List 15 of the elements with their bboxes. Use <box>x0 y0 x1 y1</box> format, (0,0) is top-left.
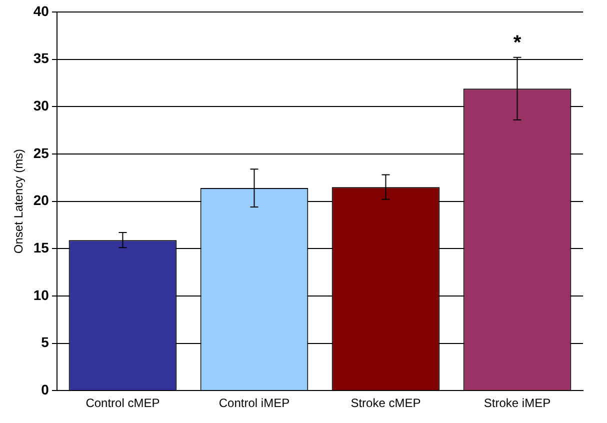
x-tick-label: Stroke cMEP <box>350 396 421 410</box>
y-tick-label: 35 <box>33 50 50 66</box>
y-tick-label: 25 <box>33 144 50 161</box>
y-tick-label: 5 <box>41 334 50 350</box>
y-tick-label: 40 <box>33 2 50 19</box>
y-axis-title: Onset Latency (ms) <box>12 148 26 254</box>
y-tick-label: 0 <box>41 381 50 398</box>
y-tick-label: 20 <box>33 192 50 208</box>
x-tick-label: Control iMEP <box>218 396 290 410</box>
annotation: * <box>513 32 522 54</box>
x-tick-label: Control cMEP <box>86 396 160 410</box>
y-tick-label: 10 <box>33 286 50 303</box>
x-tick-label: Stroke iMEP <box>484 396 551 410</box>
y-tick-label: 15 <box>33 239 50 256</box>
y-tick-label: 30 <box>33 98 50 114</box>
